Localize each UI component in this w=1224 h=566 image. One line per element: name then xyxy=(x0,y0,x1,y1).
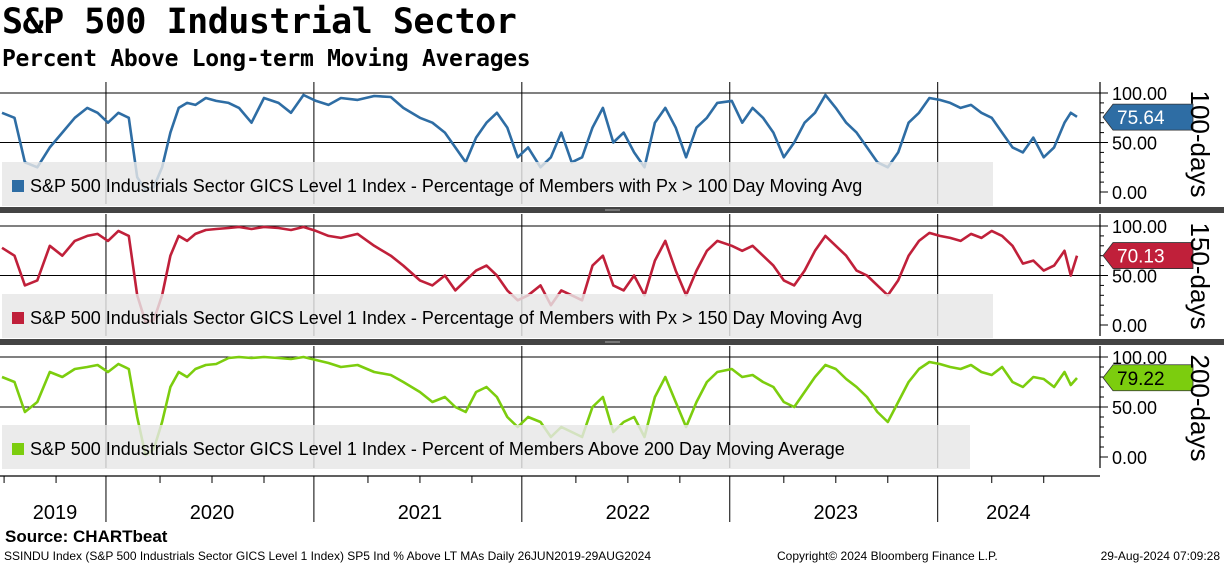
page-title: S&P 500 Industrial Sector xyxy=(2,2,517,42)
legend-label: S&P 500 Industrials Sector GICS Level 1 … xyxy=(30,439,845,459)
x-tick-label: 2023 xyxy=(814,502,859,524)
last-value-label: 70.13 xyxy=(1117,247,1165,268)
y-tick-label: 0.00 xyxy=(1112,316,1147,336)
legend-label: S&P 500 Industrials Sector GICS Level 1 … xyxy=(30,308,862,328)
y-tick-label: 50.00 xyxy=(1112,134,1157,154)
x-tick-label: 2021 xyxy=(398,502,443,524)
panel-100-days: S&P 500 Industrials Sector GICS Level 1 … xyxy=(0,82,1224,213)
footer-description: SSINDU Index (S&P 500 Industrials Sector… xyxy=(4,549,651,563)
legend-label: S&P 500 Industrials Sector GICS Level 1 … xyxy=(30,176,862,196)
legend-swatch xyxy=(12,312,24,324)
x-axis: 2019 2020 2021 2022 2023 2024 xyxy=(0,475,1100,524)
legend-box xyxy=(2,294,993,338)
x-tick-label: 2020 xyxy=(190,502,235,524)
footer-timestamp: 29-Aug-2024 07:09:28 xyxy=(1100,549,1220,563)
panel-200-days: S&P 500 Industrials Sector GICS Level 1 … xyxy=(0,346,1215,469)
legend-swatch xyxy=(12,443,24,455)
last-value-label: 79.22 xyxy=(1117,369,1165,390)
y-tick-label: 50.00 xyxy=(1112,398,1157,418)
y-tick-label: 0.00 xyxy=(1112,448,1147,468)
y-tick-label: 100.00 xyxy=(1112,348,1167,368)
y-tick-label: 100.00 xyxy=(1112,84,1167,104)
x-tick-label: 2024 xyxy=(986,502,1031,524)
last-value-tag xyxy=(1102,242,1194,269)
x-tick-label: 2019 xyxy=(33,502,78,524)
x-tick-label: 2022 xyxy=(606,502,651,524)
legend-swatch xyxy=(12,180,24,192)
last-value-label: 75.64 xyxy=(1117,108,1165,129)
page-subtitle: Percent Above Long-term Moving Averages xyxy=(2,46,531,72)
last-value-tag xyxy=(1102,364,1194,392)
last-value-tag xyxy=(1102,103,1194,131)
footer-copyright: Copyright© 2024 Bloomberg Finance L.P. xyxy=(777,549,998,563)
panel-150-days: S&P 500 Industrials Sector GICS Level 1 … xyxy=(0,214,1224,345)
y-tick-label: 100.00 xyxy=(1112,217,1167,237)
panel-label: 100-days xyxy=(1185,91,1215,198)
panel-label: 200-days xyxy=(1185,355,1215,462)
legend-box xyxy=(2,425,970,469)
source-note: Source: CHARTbeat xyxy=(5,527,168,546)
series-line xyxy=(1,93,1078,192)
y-tick-label: 50.00 xyxy=(1112,267,1157,287)
panel-label: 150-days xyxy=(1185,223,1215,330)
legend-box xyxy=(2,162,993,206)
series-line xyxy=(1,225,1079,324)
y-tick-label: 0.00 xyxy=(1112,183,1147,203)
